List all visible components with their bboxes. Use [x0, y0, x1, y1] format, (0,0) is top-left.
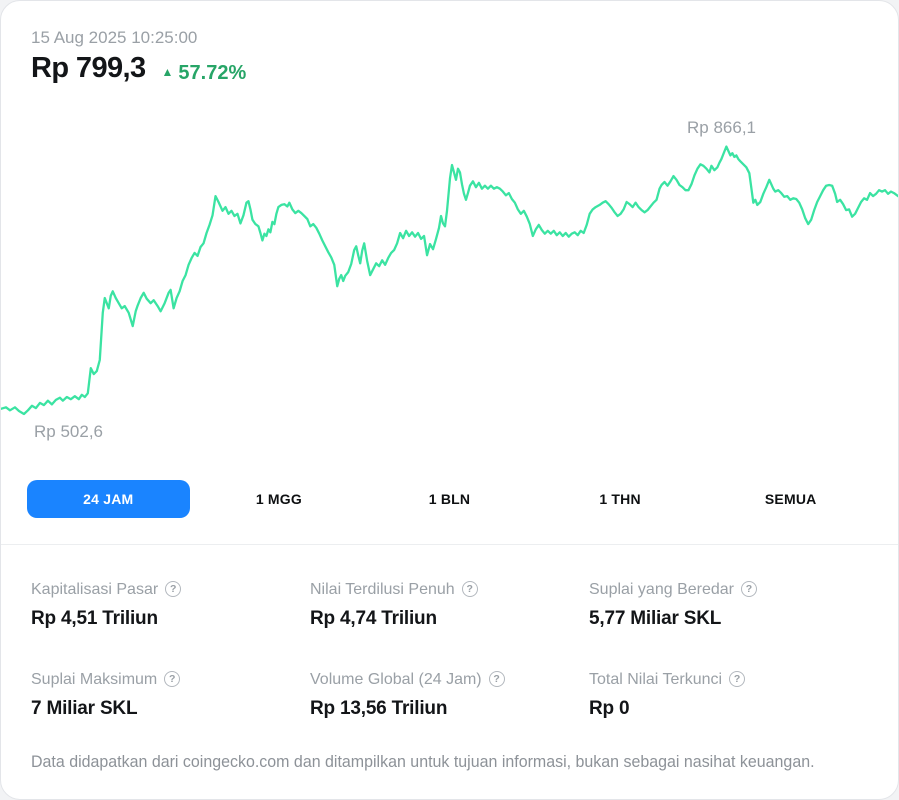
stat-item: Suplai yang Beredar? 5,77 Miliar SKL — [589, 580, 868, 631]
stat-value: Rp 4,51 Triliun — [31, 607, 158, 629]
stat-value: 7 Miliar SKL — [31, 697, 138, 719]
stat-label-text: Nilai Terdilusi Penuh — [310, 580, 455, 598]
disclaimer-text: Data didapatkan dari coingecko.com dan d… — [31, 751, 815, 771]
help-icon[interactable]: ? — [729, 671, 746, 687]
stats-section: Kapitalisasi Pasar? Rp 4,51 Triliun Nilai … — [1, 543, 898, 721]
stat-item: Volume Global (24 Jam)? Rp 13,56 Triliun — [310, 670, 589, 721]
help-icon[interactable]: ? — [488, 671, 505, 687]
tab-24-jam[interactable]: 24 JAM — [27, 479, 190, 518]
price-line — [1, 144, 898, 415]
stat-value: Rp 13,56 Triliun — [310, 697, 448, 719]
stat-value: Rp 4,74 Triliun — [310, 607, 437, 629]
help-icon[interactable]: ? — [461, 581, 478, 597]
stat-item: Kapitalisasi Pasar? Rp 4,51 Triliun — [31, 580, 310, 631]
chart-min-label: Rp 502,6 — [34, 421, 103, 441]
tab-1-bln[interactable]: 1 BLN — [368, 480, 531, 518]
help-icon[interactable]: ? — [165, 581, 182, 597]
stat-label: Suplai Maksimum? — [31, 670, 310, 689]
current-price: Rp 799,3 — [31, 52, 146, 84]
price-change-percent: 57.72% — [178, 61, 247, 84]
help-icon[interactable]: ? — [164, 671, 181, 687]
tab-semua[interactable]: SEMUA — [709, 480, 872, 518]
header: 15 Aug 2025 10:25:00 Rp 799,3 ▲ 57.72% — [1, 1, 898, 85]
stat-label: Volume Global (24 Jam)? — [310, 670, 589, 689]
stat-value: Rp 0 — [589, 697, 630, 719]
stat-label-text: Total Nilai Terkunci — [589, 670, 723, 688]
stats-grid: Kapitalisasi Pasar? Rp 4,51 Triliun Nilai … — [31, 580, 868, 721]
price-timestamp: 15 Aug 2025 10:25:00 — [31, 28, 198, 47]
stat-label-text: Kapitalisasi Pasar — [31, 580, 159, 598]
up-arrow-icon: ▲ — [161, 65, 174, 79]
footer: Data didapatkan dari coingecko.com dan d… — [1, 752, 898, 772]
stat-label-text: Suplai yang Beredar — [589, 580, 734, 598]
stat-label-text: Volume Global (24 Jam) — [310, 670, 482, 688]
chart-max-label: Rp 866,1 — [687, 117, 756, 137]
tab-1-mgg[interactable]: 1 MGG — [198, 480, 361, 518]
stat-label: Nilai Terdilusi Penuh? — [310, 580, 589, 599]
time-range-tabs: 24 JAM 1 MGG 1 BLN 1 THN SEMUA — [27, 479, 872, 518]
stat-item: Suplai Maksimum? 7 Miliar SKL — [31, 670, 310, 721]
price-row: Rp 799,3 ▲ 57.72% — [31, 53, 868, 85]
stat-label: Kapitalisasi Pasar? — [31, 580, 310, 599]
stat-label-text: Suplai Maksimum — [31, 670, 158, 688]
help-icon[interactable]: ? — [740, 581, 757, 597]
stat-value: 5,77 Miliar SKL — [589, 607, 722, 629]
stat-label: Suplai yang Beredar? — [589, 580, 868, 599]
stat-item: Nilai Terdilusi Penuh? Rp 4,74 Triliun — [310, 580, 589, 631]
price-chart[interactable]: Rp 866,1 Rp 502,6 — [1, 98, 898, 458]
stat-label: Total Nilai Terkunci? — [589, 670, 868, 689]
price-chart-canvas[interactable] — [1, 98, 898, 458]
tab-1-thn[interactable]: 1 THN — [539, 480, 702, 518]
stat-item: Total Nilai Terkunci? Rp 0 — [589, 670, 868, 721]
price-change-badge: ▲ 57.72% — [162, 62, 247, 85]
